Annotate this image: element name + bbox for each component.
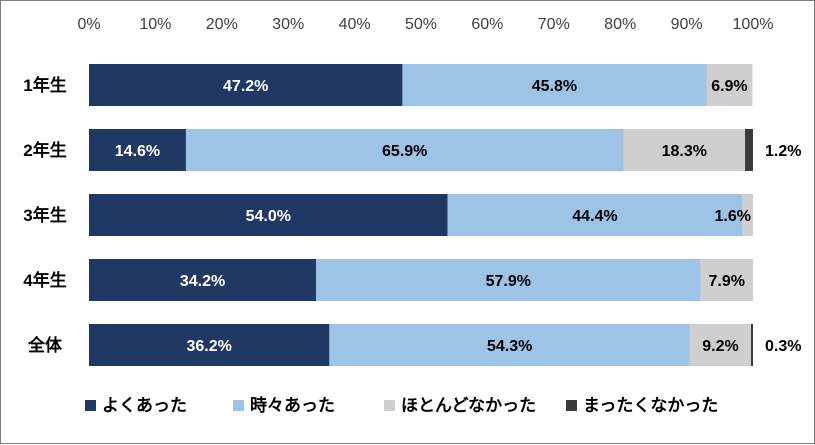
category-label: 全体 [27,335,63,355]
bar-segment [742,194,753,236]
data-label: 9.2% [702,338,738,355]
bar-segment [402,64,707,106]
bar-segment [185,129,624,171]
category-label: 2年生 [23,140,66,160]
category-label: 4年生 [23,270,66,290]
x-tick-label: 90% [671,16,703,33]
data-label: 57.9% [486,273,531,290]
bar-segment [89,259,317,301]
data-label: 7.9% [709,273,745,290]
data-label: 6.9% [711,78,747,95]
bar-segment [89,64,403,106]
bar-segment [689,324,752,366]
legend-swatch [384,400,395,411]
data-label: 34.2% [180,273,225,290]
x-tick-label: 40% [339,16,371,33]
bar-segment [751,324,753,366]
bar-segment [329,324,690,366]
data-label: 18.3% [662,143,707,160]
x-tick-label: 30% [272,16,304,33]
data-label: 47.2% [223,78,268,95]
legend-swatch [85,400,96,411]
category-label: 1年生 [23,75,66,95]
x-tick-label: 70% [538,16,570,33]
bar-segment [89,324,330,366]
bar-segment [447,194,743,236]
data-label: 1.6% [715,208,751,225]
legend-swatch [566,400,577,411]
data-label: 44.4% [572,208,617,225]
x-tick-label: 20% [206,16,238,33]
data-label: 45.8% [532,78,577,95]
bar-segment [745,129,753,171]
bar-segment [706,64,753,106]
x-tick-label: 0% [77,16,100,33]
legend-label: よくあった [102,396,187,415]
data-label: 36.2% [186,338,231,355]
x-tick-label: 10% [139,16,171,33]
x-tick-label: 80% [604,16,636,33]
x-tick-label: 60% [471,16,503,33]
x-tick-label: 50% [405,16,437,33]
data-label: 0.3% [765,338,801,355]
data-label: 54.3% [487,338,532,355]
legend-label: 時々あった [250,395,335,415]
bar-segment [700,259,753,301]
bar-segment [89,129,186,171]
category-label: 3年生 [23,205,66,225]
legend-label: まったくなかった [583,396,718,415]
x-tick-label: 100% [733,16,774,33]
bar-segment [623,129,746,171]
data-label: 54.0% [246,208,291,225]
bar-segment [316,259,701,301]
bar-segment [89,194,448,236]
data-label: 14.6% [115,143,160,160]
data-label: 65.9% [382,143,427,160]
legend-label: ほとんどなかった [401,396,536,415]
legend-swatch [233,400,244,411]
data-label: 1.2% [765,143,801,160]
